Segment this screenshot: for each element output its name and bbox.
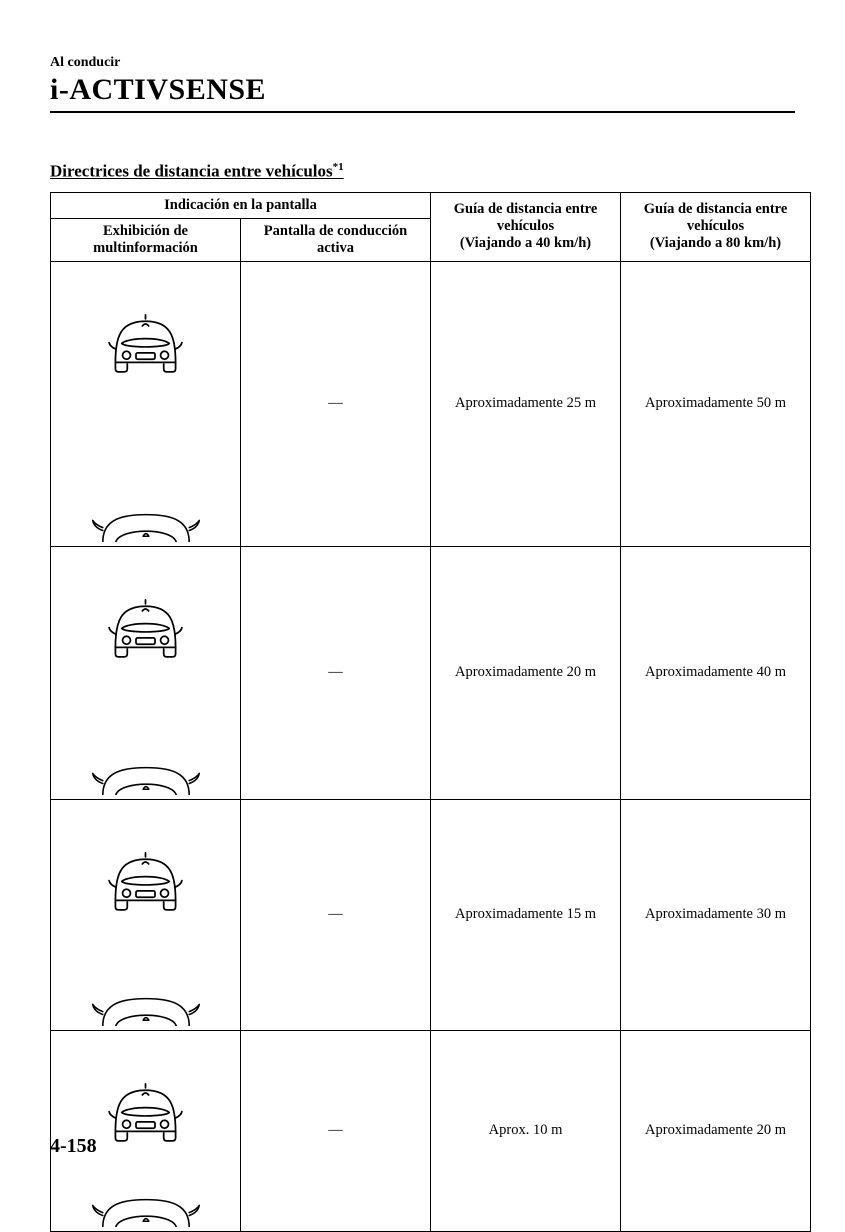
- th-display-indication: Indicación en la pantalla: [51, 192, 431, 218]
- table-body: ―Aproximadamente 25 mAproximadamente 50 …: [51, 261, 811, 1231]
- cell-active-driving-display: ―: [241, 1030, 431, 1231]
- th-guide-40: Guía de distancia entre vehículos (Viaja…: [431, 192, 621, 261]
- cell-distance-40kmh: Aproximadamente 20 m: [431, 546, 621, 799]
- th-multi-info: Exhibición de multinformación: [51, 218, 241, 261]
- table-row: ―Aproximadamente 15 mAproximadamente 30 …: [51, 799, 811, 1030]
- table-row: ―Aproximadamente 20 mAproximadamente 40 …: [51, 546, 811, 799]
- table-row: ―Aproximadamente 25 mAproximadamente 50 …: [51, 261, 811, 546]
- th-active-driving: Pantalla de conducción activa: [241, 218, 431, 261]
- own-vehicle-icon: [76, 506, 216, 542]
- lead-vehicle-icon: [98, 266, 193, 416]
- cell-multi-info-display: [51, 261, 241, 546]
- th-guide-40-l1: Guía de distancia entre vehículos: [454, 201, 598, 234]
- own-vehicle-icon: [76, 990, 216, 1026]
- cell-active-driving-display: ―: [241, 546, 431, 799]
- section-heading: Directrices de distancia entre vehículos…: [50, 161, 795, 182]
- page-title: i-ACTIVSENSE: [50, 73, 795, 107]
- lead-vehicle-icon: [98, 804, 193, 954]
- th-guide-80-l2: (Viajando a 80 km/h): [650, 235, 781, 251]
- section-heading-sup: *1: [333, 161, 344, 173]
- cell-active-driving-display: ―: [241, 261, 431, 546]
- section-heading-text: Directrices de distancia entre vehículos: [50, 162, 333, 181]
- th-guide-80: Guía de distancia entre vehículos (Viaja…: [621, 192, 811, 261]
- table-row: ―Aprox. 10 mAproximadamente 20 m: [51, 1030, 811, 1231]
- own-vehicle-icon: [76, 1191, 216, 1227]
- cell-distance-80kmh: Aproximadamente 40 m: [621, 546, 811, 799]
- cell-distance-80kmh: Aproximadamente 20 m: [621, 1030, 811, 1231]
- cell-distance-40kmh: Aproximadamente 25 m: [431, 261, 621, 546]
- distance-guidelines-table: Indicación en la pantalla Guía de distan…: [50, 192, 811, 1232]
- page-number: 4-158: [50, 1135, 97, 1158]
- cell-distance-80kmh: Aproximadamente 50 m: [621, 261, 811, 546]
- cell-active-driving-display: ―: [241, 799, 431, 1030]
- cell-distance-40kmh: Aproximadamente 15 m: [431, 799, 621, 1030]
- th-guide-80-l1: Guía de distancia entre vehículos: [644, 201, 788, 234]
- cell-multi-info-display: [51, 799, 241, 1030]
- cell-distance-40kmh: Aprox. 10 m: [431, 1030, 621, 1231]
- title-rule: [50, 111, 795, 113]
- lead-vehicle-icon: [98, 1035, 193, 1185]
- cell-multi-info-display: [51, 1030, 241, 1231]
- th-guide-40-l2: (Viajando a 40 km/h): [460, 235, 591, 251]
- lead-vehicle-icon: [98, 551, 193, 701]
- cell-distance-80kmh: Aproximadamente 30 m: [621, 799, 811, 1030]
- own-vehicle-icon: [76, 759, 216, 795]
- cell-multi-info-display: [51, 546, 241, 799]
- breadcrumb: Al conducir: [50, 55, 795, 71]
